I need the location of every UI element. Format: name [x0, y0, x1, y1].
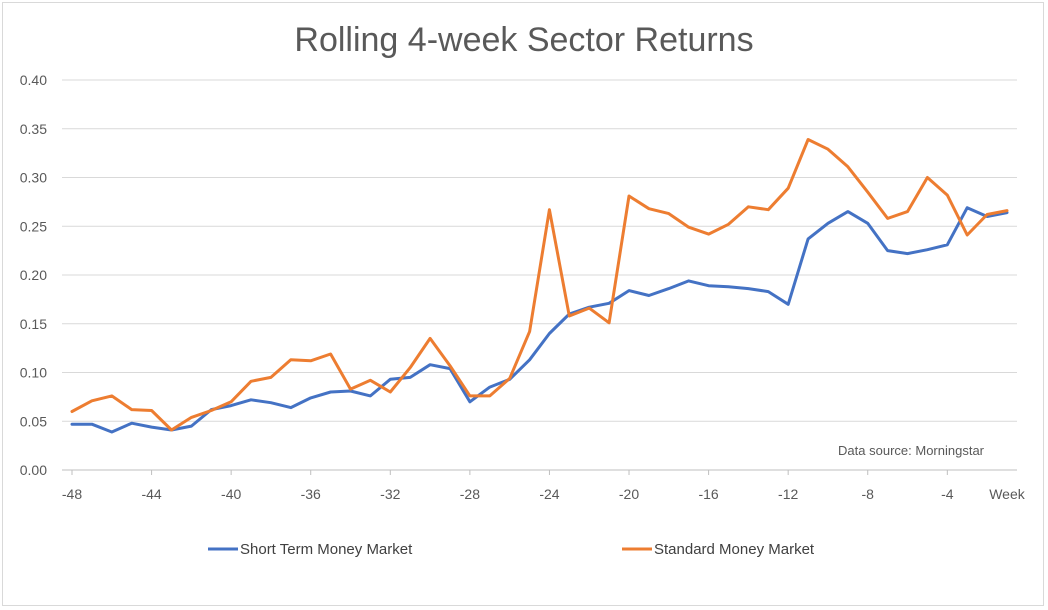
legend-label-standard: Standard Money Market — [654, 541, 815, 558]
legend: Short Term Money Market Standard Money M… — [208, 541, 815, 558]
y-tick-label: 0.25 — [20, 218, 47, 234]
x-tick-label: -20 — [619, 486, 639, 502]
series-lines — [70, 138, 1009, 434]
y-tick-label: 0.30 — [20, 170, 47, 186]
y-tick-label: 0.00 — [20, 462, 47, 478]
series-line-standard — [70, 138, 1009, 432]
x-tick-label: -24 — [539, 486, 559, 502]
x-axis-ticks: -48 -44 -40 -36 -32 -28 -24 -20 -16 -12 -8 -4 Week — [62, 470, 1026, 502]
x-tick-label: Week — [989, 486, 1026, 502]
x-tick-label: -8 — [862, 486, 875, 502]
legend-label-short-term: Short Term Money Market — [240, 541, 413, 558]
y-tick-label: 0.35 — [20, 121, 47, 137]
x-tick-label: -28 — [460, 486, 480, 502]
data-source-note: Data source: Morningstar — [838, 443, 985, 458]
x-tick-label: -12 — [778, 486, 798, 502]
x-tick-label: -40 — [221, 486, 241, 502]
y-tick-label: 0.40 — [20, 72, 47, 88]
series-line-short-term — [70, 206, 1009, 434]
x-tick-label: -44 — [141, 486, 161, 502]
chart-title: Rolling 4-week Sector Returns — [294, 21, 753, 59]
y-tick-label: 0.20 — [20, 267, 47, 283]
y-tick-label: 0.15 — [20, 316, 47, 332]
x-tick-label: -36 — [301, 486, 321, 502]
x-tick-label: -16 — [698, 486, 718, 502]
y-tick-label: 0.10 — [20, 365, 47, 381]
y-tick-label: 0.05 — [20, 413, 47, 429]
x-tick-label: -48 — [62, 486, 82, 502]
y-axis-ticks: 0.00 0.05 0.10 0.15 0.20 0.25 0.30 0.35 0.40 — [20, 72, 47, 478]
x-tick-label: -4 — [941, 486, 954, 502]
x-tick-label: -32 — [380, 486, 400, 502]
